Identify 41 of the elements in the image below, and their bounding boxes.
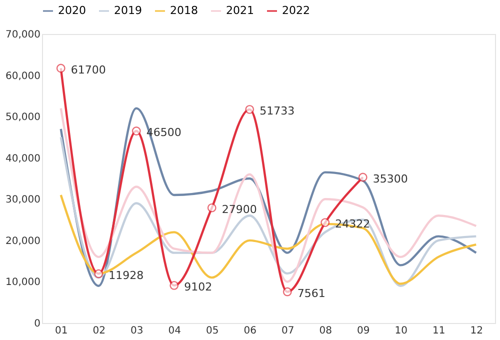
point [56,64,66,73]
y-tick-label: 10,000 [6,277,40,288]
x-tick-label: 08 [319,326,332,336]
legend-label: 2018 [170,4,198,17]
x-tick-label: 11 [432,326,446,336]
legend-label: 2019 [114,4,142,17]
point [94,269,104,278]
x-tick-label: 06 [244,326,256,336]
x-tick-label: 12 [470,326,483,336]
y-tick-label: 0 [34,318,40,330]
x-tick-label: 04 [168,326,181,336]
point [207,203,216,212]
point [320,218,330,228]
point [132,126,141,136]
data-label: 9102 [184,280,212,294]
data-label: 61700 [70,63,106,76]
x-tick-label: 05 [206,326,219,336]
y-tick-label: 50,000 [6,112,40,124]
x-tick-label: 01 [55,326,68,336]
x-tick-label: 02 [92,326,106,336]
data-label: 7561 [297,286,326,300]
x-tick-label: 09 [357,326,370,336]
y-tick-label: 40,000 [6,153,40,164]
y-tick-label: 60,000 [6,70,40,82]
data-label: 35300 [372,172,408,186]
y-tick-label: 70,000 [6,30,40,40]
point [245,104,254,114]
data-label: 51733 [260,104,295,118]
x-tick-label: 03 [130,326,144,336]
data-label: 11928 [108,268,144,282]
legend-label: 2020 [58,4,86,17]
legend-label: 2022 [282,4,310,17]
y-tick-label: 20,000 [6,236,40,247]
point [358,172,368,182]
point [282,287,292,296]
data-label: 27900 [222,202,257,216]
x-tick-label: 07 [282,326,294,336]
legend-label: 2021 [226,4,254,17]
point [170,280,179,290]
y-tick-label: 30,000 [6,194,40,206]
x-tick-label: 10 [394,326,408,336]
